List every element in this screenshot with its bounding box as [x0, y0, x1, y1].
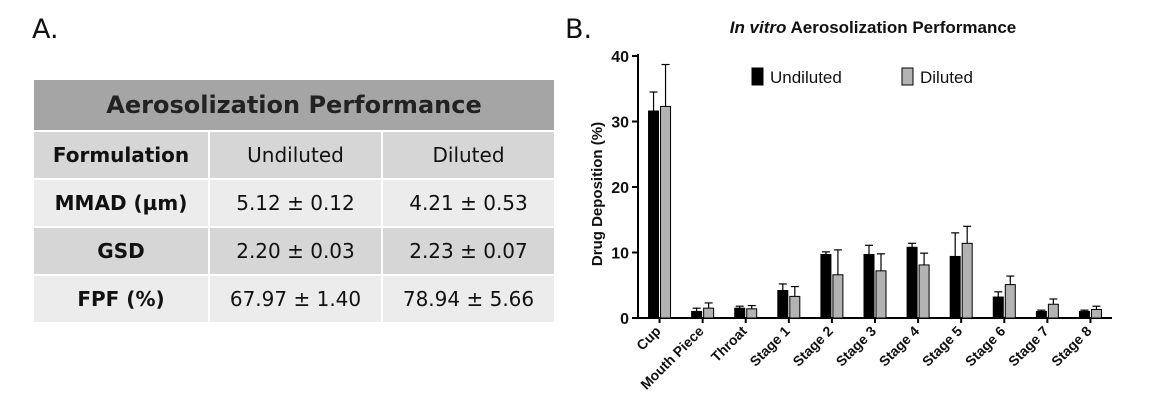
table-header-row: Formulation Undiluted Diluted — [34, 132, 556, 180]
x-tick-label: Stage 6 — [962, 323, 1009, 370]
table-row: FPF (%) 67.97 ± 1.40 78.94 ± 5.66 — [34, 276, 556, 324]
y-tick-label: 30 — [611, 115, 629, 132]
bar-undiluted — [863, 253, 875, 319]
bar-undiluted — [1078, 310, 1090, 319]
y-tick-label: 40 — [611, 49, 629, 66]
y-tick-label: 0 — [620, 311, 629, 328]
cell-gsd-diluted: 2.23 ± 0.07 — [383, 228, 556, 276]
deposition-bar-chart: In vitro Aerosolization Performance Drug… — [589, 18, 1112, 392]
cell-gsd-undiluted: 2.20 ± 0.03 — [210, 228, 383, 276]
x-tick-label: Stage 7 — [1005, 323, 1052, 370]
bar-diluted — [918, 264, 930, 319]
bar-diluted — [1004, 284, 1016, 319]
table-row: MMAD (µm) 5.12 ± 0.12 4.21 ± 0.53 — [34, 180, 556, 228]
x-tick-label: Stage 8 — [1048, 323, 1095, 370]
x-tick-label: Stage 2 — [789, 323, 836, 370]
x-tick-label: Stage 1 — [746, 323, 793, 370]
bar-undiluted — [734, 307, 746, 319]
x-tick-label: Stage 5 — [919, 323, 966, 370]
bar-diluted — [1047, 303, 1059, 319]
bar-undiluted — [820, 253, 832, 319]
bar-undiluted — [777, 289, 789, 319]
row-label-gsd: GSD — [34, 228, 210, 276]
bar-undiluted — [648, 110, 660, 319]
header-formulation: Formulation — [34, 132, 210, 180]
bar-undiluted — [906, 246, 918, 319]
bar-undiluted — [691, 310, 703, 319]
row-label-mmad: MMAD (µm) — [34, 180, 210, 228]
y-axis-label: Drug Deposition (%) — [589, 122, 606, 266]
aerosolization-table: Aerosolization Performance Formulation U… — [34, 80, 556, 324]
row-label-fpf: FPF (%) — [34, 276, 210, 324]
legend-label-diluted: Diluted — [920, 68, 973, 87]
table-title: Aerosolization Performance — [34, 80, 556, 132]
x-tick-label: Cup — [633, 323, 664, 354]
cell-fpf-diluted: 78.94 ± 5.66 — [383, 276, 556, 324]
cell-mmad-undiluted: 5.12 ± 0.12 — [210, 180, 383, 228]
x-tick-label: Throat — [708, 323, 750, 365]
bar-diluted — [703, 307, 715, 319]
panel-a-label: A. — [32, 14, 59, 45]
y-tick-label: 10 — [611, 246, 629, 263]
chart-title-italic: In vitro — [730, 18, 787, 37]
bar-undiluted — [949, 255, 961, 319]
cell-fpf-undiluted: 67.97 ± 1.40 — [210, 276, 383, 324]
bar-diluted — [961, 242, 973, 319]
chart-title: In vitro Aerosolization Performance — [730, 18, 1017, 37]
bar-diluted — [789, 295, 801, 319]
header-diluted: Diluted — [383, 132, 556, 180]
bar-diluted — [660, 105, 672, 319]
x-tick-label: Stage 4 — [876, 323, 923, 370]
cell-mmad-diluted: 4.21 ± 0.53 — [383, 180, 556, 228]
table-row: GSD 2.20 ± 0.03 2.23 ± 0.07 — [34, 228, 556, 276]
panel-b-label: B. — [565, 14, 593, 45]
bar-diluted — [875, 270, 887, 319]
bar-undiluted — [992, 296, 1004, 319]
bar-diluted — [832, 274, 844, 319]
legend-swatch-diluted — [901, 67, 914, 86]
chart-title-rest: Aerosolization Performance — [786, 18, 1016, 37]
bar-diluted — [746, 308, 758, 319]
header-undiluted: Undiluted — [210, 132, 383, 180]
x-tick-label: Stage 3 — [833, 323, 880, 370]
y-tick-label: 20 — [611, 180, 629, 197]
bar-diluted — [1090, 308, 1102, 319]
legend-swatch-undiluted — [751, 67, 764, 86]
legend-label-undiluted: Undiluted — [770, 68, 842, 87]
bar-undiluted — [1035, 310, 1047, 319]
